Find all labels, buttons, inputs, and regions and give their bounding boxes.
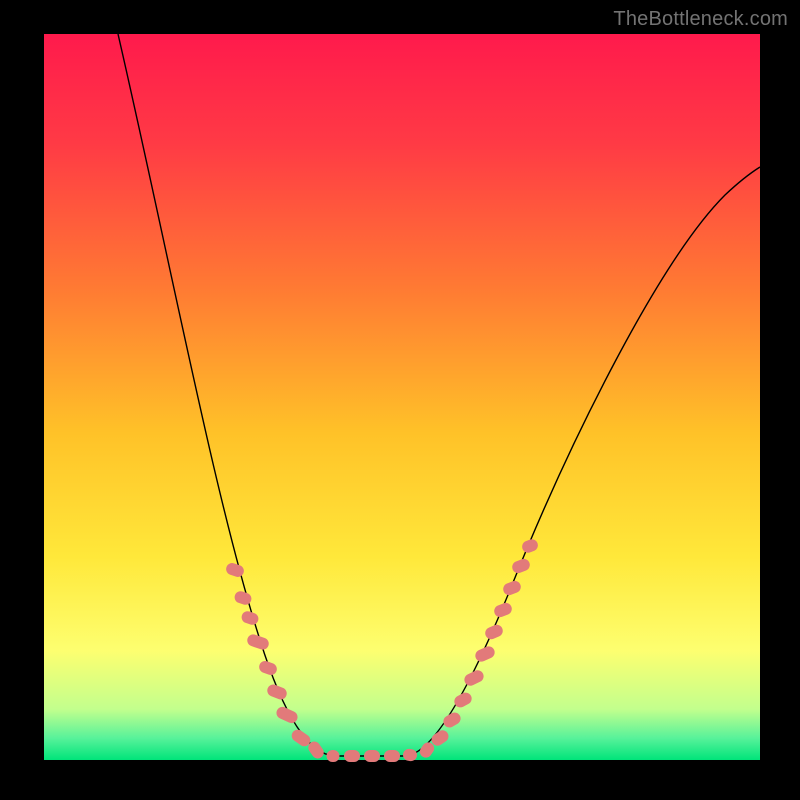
watermark-label: TheBottleneck.com [613, 8, 788, 31]
curve-marker [327, 750, 340, 762]
bottleneck-chart [0, 0, 800, 800]
curve-marker [384, 750, 400, 762]
curve-marker [344, 750, 360, 762]
chart-plot-background [44, 34, 760, 760]
chart-canvas: TheBottleneck.com [0, 0, 800, 800]
curve-marker [364, 750, 380, 762]
